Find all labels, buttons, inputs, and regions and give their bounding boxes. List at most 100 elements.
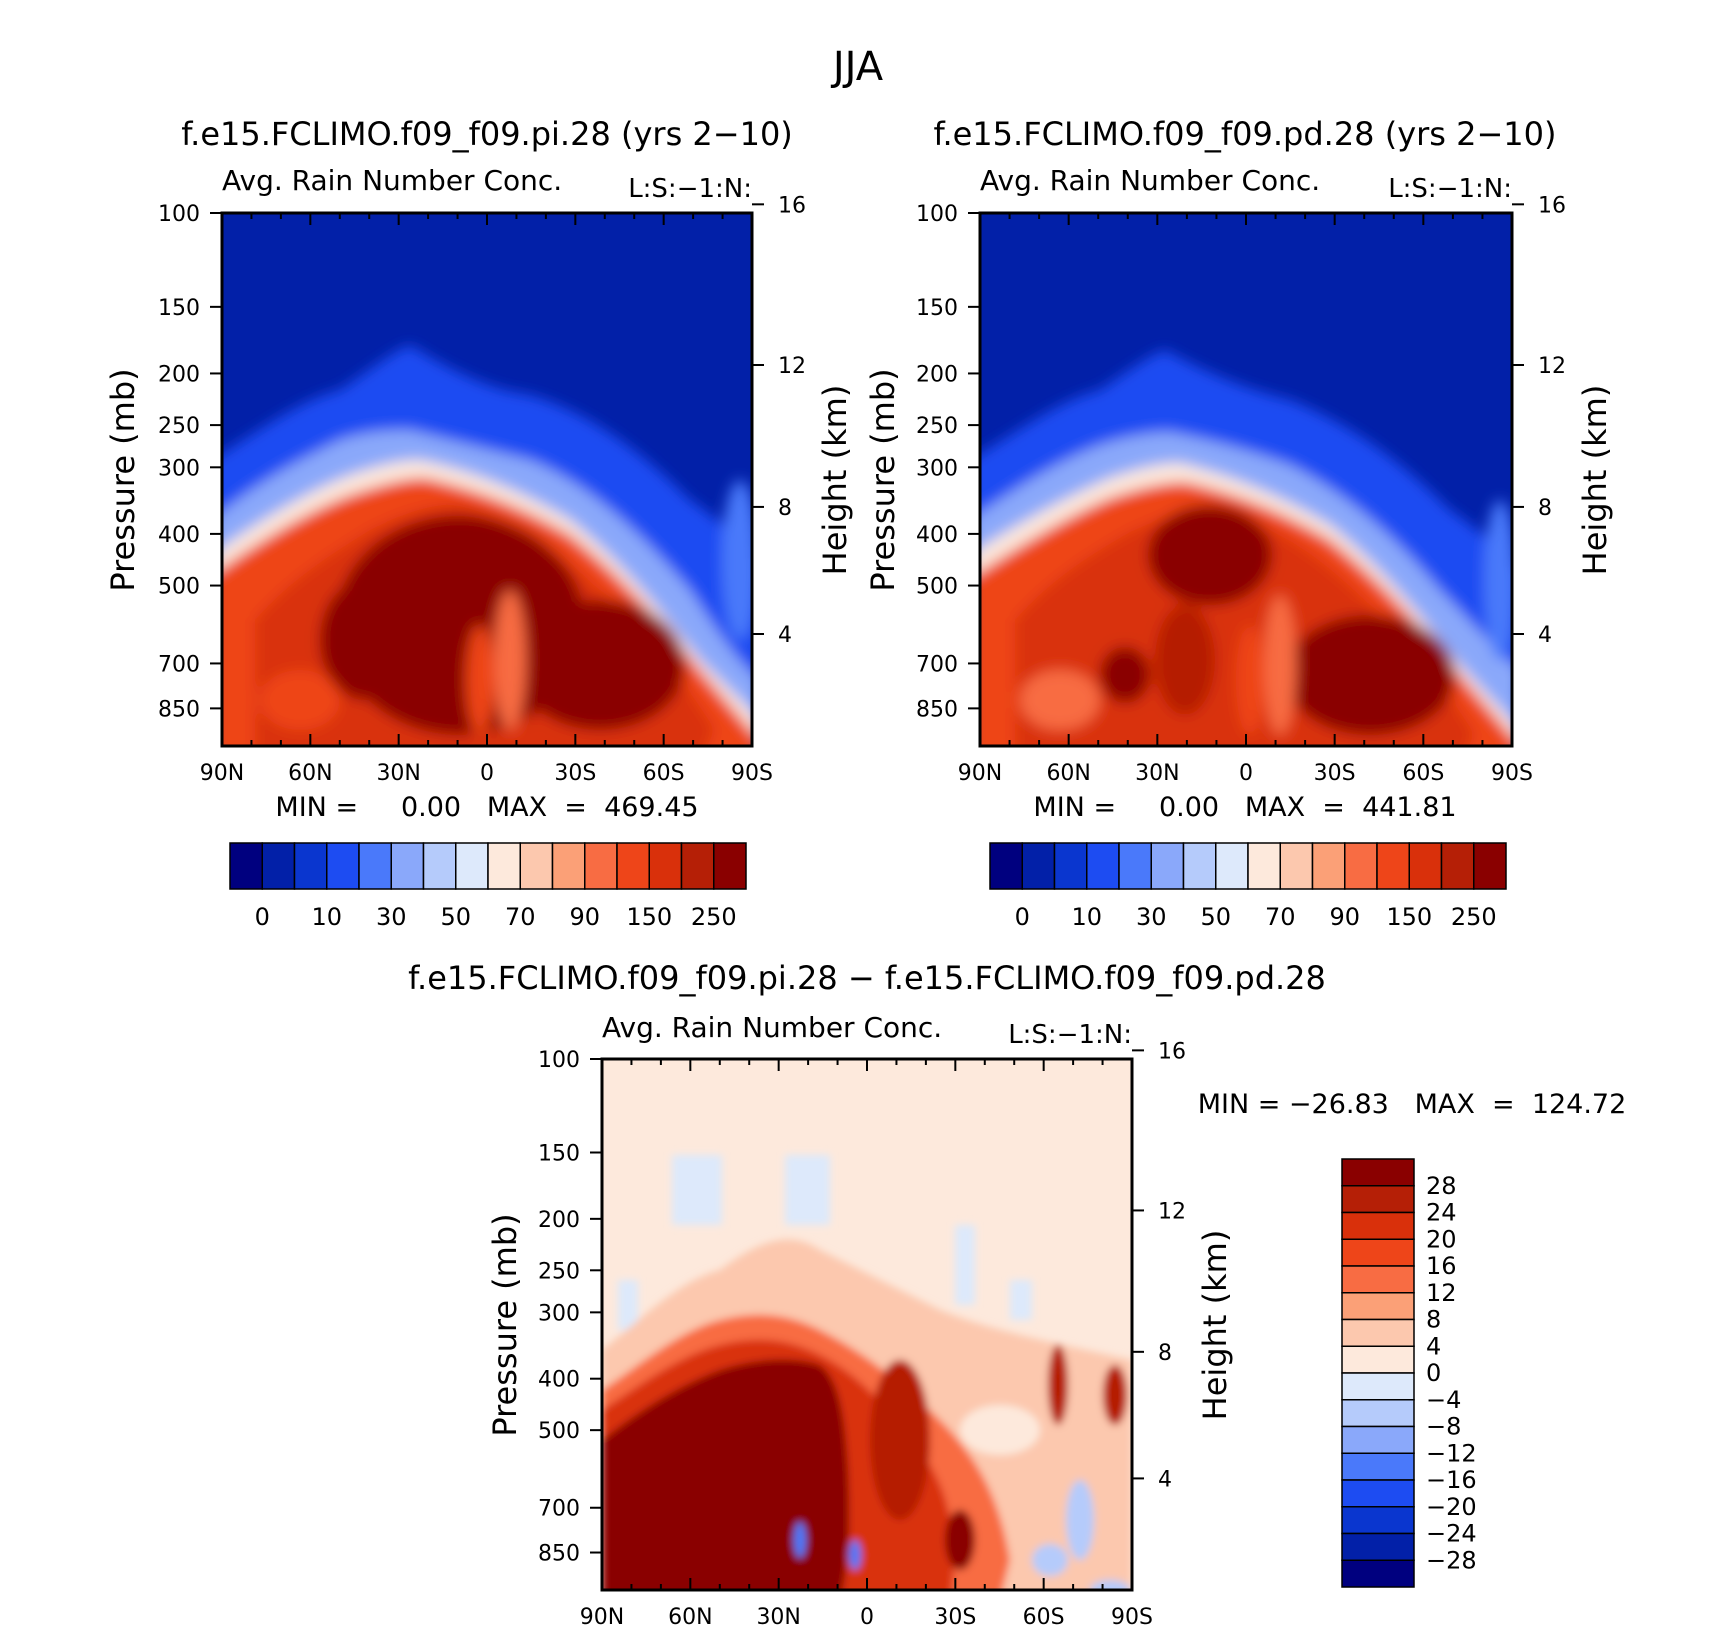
y-tick-label: 700	[916, 652, 958, 677]
colorbar-label: −20	[1426, 1493, 1477, 1521]
diff-core	[602, 1359, 850, 1590]
x-tick-label: 60N	[1046, 761, 1090, 786]
colorbar-swatch	[1376, 842, 1410, 890]
y-tick-label: 100	[158, 202, 200, 227]
panel-pi-subtitle: Avg. Rain Number Conc.	[222, 164, 562, 197]
colorbar-swatch	[1341, 1399, 1415, 1428]
colorbar-label: 4	[1426, 1332, 1441, 1360]
panel-diff-ylabel-right: Height (km)	[1196, 1230, 1234, 1421]
colorbar-swatch	[1150, 842, 1185, 890]
colorbar-label: −8	[1426, 1413, 1461, 1441]
pi-edge-blue	[722, 480, 752, 640]
colorbar-swatch	[1341, 1372, 1415, 1401]
y-tick-label: 250	[916, 414, 958, 439]
y-right-tick-label: 16	[1158, 1039, 1186, 1064]
diff-neg-2	[849, 1540, 861, 1570]
colorbar-swatch	[713, 842, 747, 890]
y-right-tick-label: 8	[1538, 496, 1552, 521]
panel-pd-axes: 90N 60N 30N 0 30S 60S 90S 100 150 200 250 300 400 500…	[916, 193, 1566, 786]
y-tick-label: 150	[538, 1142, 580, 1167]
y-tick-label: 100	[916, 202, 958, 227]
x-tick-label: 30S	[1314, 761, 1356, 786]
panel-pi-stats: MIN = 0.00 MAX = 469.45	[275, 792, 698, 823]
x-tick-label: 0	[1239, 761, 1253, 786]
colorbar-swatch	[229, 842, 263, 890]
diff-blue-patch-1	[672, 1155, 722, 1225]
y-tick-label: 100	[538, 1048, 580, 1073]
y-right-tick-label: 12	[1158, 1199, 1186, 1224]
colorbar-swatch	[1341, 1265, 1415, 1294]
colorbar-swatch	[1344, 842, 1378, 890]
diff-neg-4	[1032, 1544, 1068, 1576]
y-tick-label: 200	[538, 1208, 580, 1233]
colorbar-label: 50	[1200, 903, 1231, 931]
panel-pd-stats: MIN = 0.00 MAX = 441.81	[1033, 792, 1456, 823]
x-tick-label: 60S	[1023, 1605, 1065, 1629]
y-tick-label: 700	[158, 652, 200, 677]
y-right-tick-label: 16	[778, 193, 806, 218]
colorbar-label: 16	[1426, 1252, 1457, 1280]
colorbar-label: 8	[1426, 1306, 1441, 1334]
colorbar-swatch	[487, 842, 521, 890]
colorbar-swatch	[1341, 1185, 1415, 1214]
panel-pi-title: f.e15.FCLIMO.f09_f09.pi.28 (yrs 2−10)	[181, 115, 793, 153]
pd-lighter-3	[1020, 670, 1100, 730]
y-tick-label: 300	[158, 456, 200, 481]
colorbar-swatch	[390, 842, 425, 890]
diff-blue-patch-3	[618, 1280, 638, 1330]
colorbar-swatch	[1341, 1345, 1415, 1374]
colorbar-swatch	[293, 842, 328, 890]
x-tick-label: 60S	[643, 761, 685, 786]
colorbar-swatch	[455, 842, 489, 890]
panel-diff-ylabel: Pressure (mb)	[486, 1213, 524, 1436]
y-tick-label: 250	[538, 1259, 580, 1284]
x-tick-label: 30S	[554, 761, 596, 786]
colorbar-swatch	[326, 842, 360, 890]
panel-pd-title: f.e15.FCLIMO.f09_f09.pd.28 (yrs 2−10)	[934, 115, 1557, 153]
pi-lighter-3	[260, 670, 340, 730]
colorbar-label: −24	[1426, 1520, 1477, 1548]
x-tick-label: 30N	[1135, 761, 1179, 786]
colorbar-label: −16	[1426, 1466, 1477, 1494]
panel-diff-axes: 90N 60N 30N 0 30S 60S 90S 100 150 200 250 300 400 500…	[538, 1039, 1186, 1629]
colorbar-swatch	[1279, 842, 1314, 890]
colorbar-label: 50	[440, 903, 471, 931]
colorbar-swatch	[358, 842, 392, 890]
colorbar-swatch	[989, 842, 1023, 890]
y-tick-label: 500	[538, 1419, 580, 1444]
colorbar-label: 90	[1329, 903, 1360, 931]
diff-core-5	[1103, 1365, 1127, 1425]
colorbar-label: 28	[1426, 1172, 1457, 1200]
panel-pd-field	[980, 213, 1512, 746]
x-tick-label: 60N	[288, 761, 332, 786]
figure-title: JJA	[830, 44, 884, 90]
colorbar-label: −4	[1426, 1386, 1461, 1414]
diff-blue-patch-5	[1010, 1280, 1032, 1320]
colorbar-swatch	[1341, 1211, 1415, 1240]
y-tick-label: 150	[158, 296, 200, 321]
colorbar-swatch	[584, 842, 618, 890]
diff-neg-3	[1066, 1480, 1094, 1560]
colorbar-swatch	[519, 842, 554, 890]
panel-pi-corner-label: L:S:−1:N:	[628, 174, 752, 204]
x-tick-label: 60N	[668, 1605, 712, 1629]
colorbar-swatch	[551, 842, 586, 890]
panel-diff-corner-label: L:S:−1:N:	[1008, 1020, 1132, 1050]
x-tick-label: 90S	[1491, 761, 1533, 786]
y-tick-label: 400	[916, 523, 958, 548]
colorbar-swatch	[1341, 1318, 1415, 1347]
panel-pi-ylabel: Pressure (mb)	[104, 368, 142, 591]
x-tick-label: 0	[860, 1605, 874, 1629]
y-tick-label: 500	[158, 575, 200, 600]
diff-core-3	[945, 1510, 975, 1570]
panel-pi-field	[222, 213, 752, 746]
y-tick-label: 400	[158, 523, 200, 548]
x-tick-label: 90S	[1111, 1605, 1153, 1629]
diff-core-4	[1048, 1345, 1068, 1425]
pd-core-4	[1155, 605, 1215, 715]
colorbar-swatch	[1408, 842, 1443, 890]
colorbar-label: 0	[1015, 903, 1030, 931]
y-tick-label: 400	[538, 1368, 580, 1393]
y-tick-label: 850	[916, 697, 958, 722]
